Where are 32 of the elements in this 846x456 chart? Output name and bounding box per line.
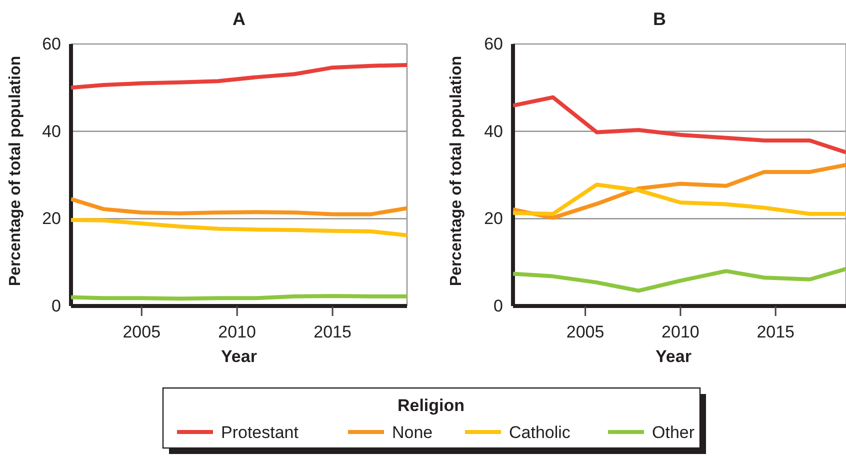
legend-label: Protestant	[221, 423, 299, 442]
y-tick-label: 20	[42, 209, 61, 228]
line-series	[513, 162, 846, 220]
line-series	[71, 62, 407, 90]
y-tick-label: 60	[42, 34, 61, 54]
y-axis-title: Percentage of total population	[7, 56, 24, 286]
chart-title: B	[653, 9, 666, 29]
y-tick-label: 0	[52, 296, 61, 316]
x-tick-label: 2015	[314, 322, 352, 342]
legend-title: Religion	[397, 396, 465, 415]
x-tick-label: 2010	[218, 322, 256, 342]
y-tick-label: 20	[484, 209, 503, 228]
y-tick-label: 40	[42, 122, 61, 141]
x-tick-label: 2015	[756, 322, 795, 342]
x-axis-title: Year	[656, 347, 692, 366]
y-axis-title: Percentage of total population	[448, 56, 465, 286]
y-tick-label: 0	[494, 296, 503, 316]
legend-label: None	[392, 423, 433, 442]
legend-label: Catholic	[509, 423, 571, 442]
x-tick-label: 2005	[122, 322, 161, 342]
x-tick-label: 2010	[662, 322, 700, 342]
y-tick-label: 40	[484, 122, 503, 141]
y-tick-label: 60	[484, 34, 503, 54]
chart-title: A	[232, 9, 246, 29]
legend-label: Other	[652, 423, 695, 442]
line-series	[71, 218, 407, 238]
line-series	[513, 182, 846, 216]
line-series	[513, 266, 846, 293]
x-axis-title: Year	[221, 347, 258, 366]
line-series	[71, 197, 407, 216]
x-tick-label: 2005	[566, 322, 604, 342]
line-series	[513, 95, 846, 154]
